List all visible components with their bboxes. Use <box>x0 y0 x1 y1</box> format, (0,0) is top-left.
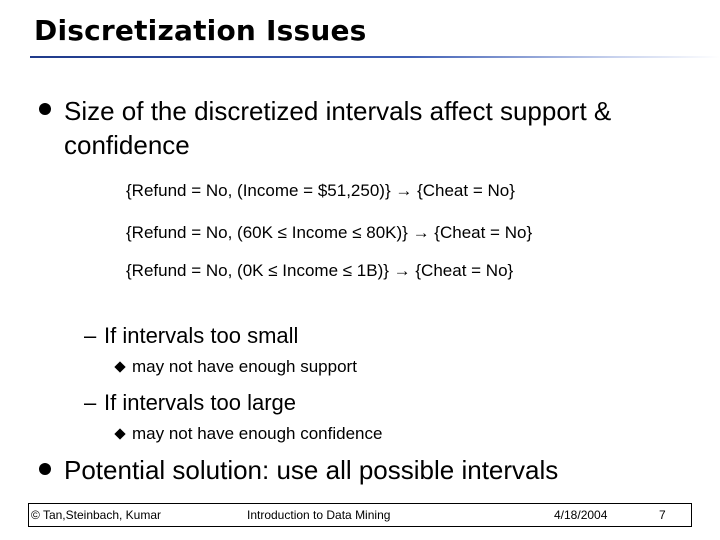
formula-row: {Refund = No, (0K ≤ Income ≤ 1B)} → {Che… <box>126 261 514 280</box>
dash-marker: – <box>84 390 97 415</box>
sub-bullet-too-small: If intervals too small <box>104 323 299 348</box>
bullet-size-intervals-line2: confidence <box>64 130 190 160</box>
footer-page-number: 7 <box>659 508 666 522</box>
bullet-size-intervals-line1: Size of the discretized intervals affect… <box>64 96 612 126</box>
diamond-bullet-icon <box>114 428 126 440</box>
footer-copyright: © Tan,Steinbach, Kumar <box>31 508 162 522</box>
slide-title: Discretization Issues <box>34 14 367 47</box>
slide-footer: © Tan,Steinbach, Kumar Introduction to D… <box>28 503 692 527</box>
sub-sub-bullet-confidence: may not have enough confidence <box>132 424 383 443</box>
dash-marker: – <box>84 323 97 348</box>
footer-course: Introduction to Data Mining <box>247 508 391 522</box>
formula-row: {Refund = No, (60K ≤ Income ≤ 80K)} → {C… <box>126 223 533 242</box>
sub-bullet-too-large: If intervals too large <box>104 390 296 415</box>
formula-row: {Refund = No, (Income = $51,250)} → {Che… <box>126 181 515 200</box>
sub-sub-bullet-support: may not have enough support <box>132 357 357 376</box>
footer-date: 4/18/2004 <box>554 508 608 522</box>
bullet-dot <box>39 103 51 115</box>
bullet-potential-solution: Potential solution: use all possible int… <box>64 455 559 485</box>
bullet-dot <box>39 463 51 475</box>
diamond-bullet-icon <box>114 361 126 373</box>
title-underline <box>30 56 720 58</box>
